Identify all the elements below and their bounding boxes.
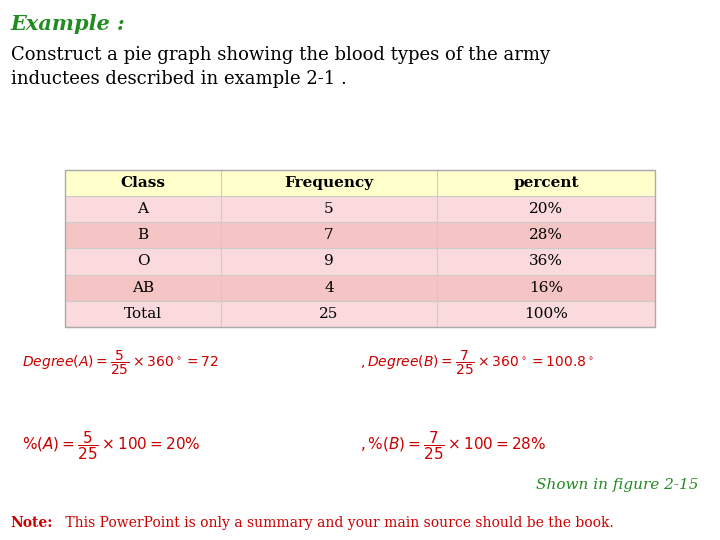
Text: Note:: Note: — [11, 516, 53, 530]
Text: Class: Class — [120, 176, 166, 190]
Text: A: A — [138, 202, 148, 216]
FancyBboxPatch shape — [65, 301, 221, 327]
Text: 16%: 16% — [529, 281, 563, 294]
FancyBboxPatch shape — [221, 274, 437, 301]
FancyBboxPatch shape — [221, 248, 437, 274]
Text: 100%: 100% — [524, 307, 568, 321]
Text: 5: 5 — [324, 202, 334, 216]
FancyBboxPatch shape — [65, 248, 221, 274]
Text: 25: 25 — [319, 307, 338, 321]
FancyBboxPatch shape — [65, 222, 221, 248]
Text: 7: 7 — [324, 228, 334, 242]
FancyBboxPatch shape — [65, 170, 221, 196]
Text: 20%: 20% — [529, 202, 563, 216]
FancyBboxPatch shape — [437, 222, 655, 248]
FancyBboxPatch shape — [437, 196, 655, 222]
FancyBboxPatch shape — [437, 301, 655, 327]
Text: $, \%(B) = \dfrac{7}{25} \times 100 = 28\%$: $, \%(B) = \dfrac{7}{25} \times 100 = 28… — [360, 429, 546, 462]
Text: Frequency: Frequency — [284, 176, 374, 190]
FancyBboxPatch shape — [221, 222, 437, 248]
Text: O: O — [137, 254, 149, 268]
Text: 36%: 36% — [529, 254, 563, 268]
FancyBboxPatch shape — [221, 170, 437, 196]
Text: Construct a pie graph showing the blood types of the army
inductees described in: Construct a pie graph showing the blood … — [11, 46, 550, 88]
FancyBboxPatch shape — [437, 248, 655, 274]
FancyBboxPatch shape — [437, 170, 655, 196]
FancyBboxPatch shape — [221, 301, 437, 327]
Text: $\%(A) = \dfrac{5}{25} \times 100 = 20\%$: $\%(A) = \dfrac{5}{25} \times 100 = 20\%… — [22, 429, 200, 462]
Text: $, Degree(B) = \dfrac{7}{25} \times 360^\circ = 100.8^\circ$: $, Degree(B) = \dfrac{7}{25} \times 360^… — [360, 348, 594, 376]
Text: 28%: 28% — [529, 228, 563, 242]
FancyBboxPatch shape — [65, 196, 221, 222]
Text: B: B — [138, 228, 148, 242]
Text: This PowerPoint is only a summary and your main source should be the book.: This PowerPoint is only a summary and yo… — [61, 516, 614, 530]
Text: Example :: Example : — [11, 14, 125, 33]
Text: Total: Total — [124, 307, 162, 321]
Text: AB: AB — [132, 281, 154, 294]
Text: percent: percent — [513, 176, 579, 190]
Text: $Degree(A) = \dfrac{5}{25} \times 360^\circ = 72$: $Degree(A) = \dfrac{5}{25} \times 360^\c… — [22, 348, 218, 376]
FancyBboxPatch shape — [221, 196, 437, 222]
FancyBboxPatch shape — [437, 274, 655, 301]
Text: Shown in figure 2-15: Shown in figure 2-15 — [536, 478, 698, 492]
FancyBboxPatch shape — [65, 274, 221, 301]
Text: 4: 4 — [324, 281, 334, 294]
Text: 9: 9 — [324, 254, 334, 268]
